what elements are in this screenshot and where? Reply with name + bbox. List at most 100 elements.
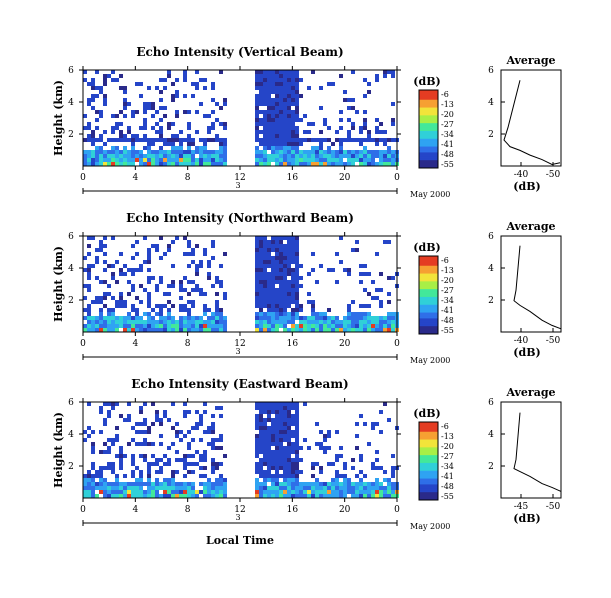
heatmap-cell (287, 312, 291, 316)
heatmap-cell (123, 494, 127, 498)
x-tick-label: 8 (185, 339, 191, 349)
heatmap-cell (279, 296, 283, 300)
heatmap-cell (199, 158, 203, 162)
heatmap-cell (91, 154, 95, 158)
heatmap-cell (331, 462, 335, 466)
heatmap-cell (211, 126, 215, 130)
heatmap-cell (279, 450, 283, 454)
heatmap-cell (287, 478, 291, 482)
colorbar-swatch (419, 152, 438, 155)
heatmap-cell (343, 486, 347, 490)
heatmap-cell (131, 486, 135, 490)
heatmap-cell (267, 146, 271, 150)
heatmap-cell (215, 134, 219, 138)
heatmap-cell (355, 434, 359, 438)
colorbar-swatch (419, 269, 438, 273)
heatmap-cell (255, 288, 259, 292)
heatmap-cell (259, 82, 263, 86)
heatmap-cell (107, 324, 111, 328)
heatmap-cell (95, 138, 99, 142)
heatmap-cell (275, 280, 279, 284)
heatmap-cell (283, 458, 287, 462)
heatmap-cell (115, 434, 119, 438)
heatmap-cell (307, 486, 311, 490)
heatmap-cell (83, 126, 87, 130)
heatmap-cell (343, 138, 347, 142)
heatmap-cell (339, 474, 343, 478)
profile-x-tick-label: -40 (514, 170, 529, 180)
heatmap-cell (275, 308, 279, 312)
heatmap-cell (379, 122, 383, 126)
heatmap-cell (331, 490, 335, 494)
heatmap-cell (267, 320, 271, 324)
heatmap-cell (207, 482, 211, 486)
heatmap-cell (215, 324, 219, 328)
heatmap-cell (183, 304, 187, 308)
heatmap-cell (143, 146, 147, 150)
heatmap-cell (259, 110, 263, 114)
heatmap-cell (223, 158, 227, 162)
heatmap-cell (279, 316, 283, 320)
colorbar-swatch (419, 445, 438, 448)
colorbar-swatch (419, 466, 438, 470)
heatmap-cell (223, 292, 227, 296)
heatmap-cell (191, 138, 195, 142)
heatmap-cell (255, 162, 259, 166)
heatmap-cell (271, 248, 275, 252)
heatmap-cell (87, 98, 91, 102)
heatmap-cell (347, 482, 351, 486)
heatmap-cell (191, 438, 195, 442)
heatmap-cell (291, 122, 295, 126)
heatmap-cell (375, 458, 379, 462)
heatmap-cell (91, 494, 95, 498)
heatmap-cell (267, 438, 271, 442)
heatmap-cell (199, 146, 203, 150)
colorbar: (dB)-6-13-20-27-34-41-48-55 (413, 75, 454, 169)
heatmap-cell (363, 150, 367, 154)
heatmap-cell (263, 494, 267, 498)
heatmap-cell (263, 70, 267, 74)
heatmap-cell (267, 486, 271, 490)
heatmap-cell (307, 150, 311, 154)
heatmap-cell (287, 304, 291, 308)
heatmap-cell (275, 434, 279, 438)
heatmap-cell (167, 154, 171, 158)
heatmap-cell (259, 256, 263, 260)
colorbar-tick-label: -55 (441, 326, 454, 335)
heatmap-cell (295, 490, 299, 494)
heatmap-cell (255, 454, 259, 458)
colorbar-swatch (419, 449, 438, 452)
heatmap-cell (347, 490, 351, 494)
heatmap-cell (95, 316, 99, 320)
heatmap-cell (151, 106, 155, 110)
profile-y-tick-label: 2 (488, 296, 494, 306)
colorbar-swatch (419, 437, 438, 441)
heatmap-cell (127, 102, 131, 106)
heatmap-cell (363, 94, 367, 98)
heatmap-cell (375, 288, 379, 292)
heatmap-cell (111, 236, 115, 240)
heatmap-cell (291, 470, 295, 474)
heatmap-cell (159, 494, 163, 498)
heatmap-cell (355, 446, 359, 450)
heatmap-cell (295, 422, 299, 426)
heatmap-cell (363, 304, 367, 308)
heatmap-cell (199, 102, 203, 106)
heatmap-cell (295, 158, 299, 162)
heatmap-cell (335, 158, 339, 162)
heatmap-cell (91, 324, 95, 328)
heatmap-cell (255, 78, 259, 82)
heatmap-cell (295, 324, 299, 328)
heatmap-cell (283, 304, 287, 308)
heatmap-cell (103, 260, 107, 264)
heatmap-cell (307, 316, 311, 320)
heatmap-cell (391, 454, 395, 458)
heatmap-cell (295, 74, 299, 78)
colorbar-swatch (419, 486, 438, 489)
heatmap-cell (271, 126, 275, 130)
x-tick-label: 4 (132, 173, 138, 183)
colorbar-swatch (419, 300, 438, 304)
heatmap-cell (195, 146, 199, 150)
heatmap-cell (207, 442, 211, 446)
